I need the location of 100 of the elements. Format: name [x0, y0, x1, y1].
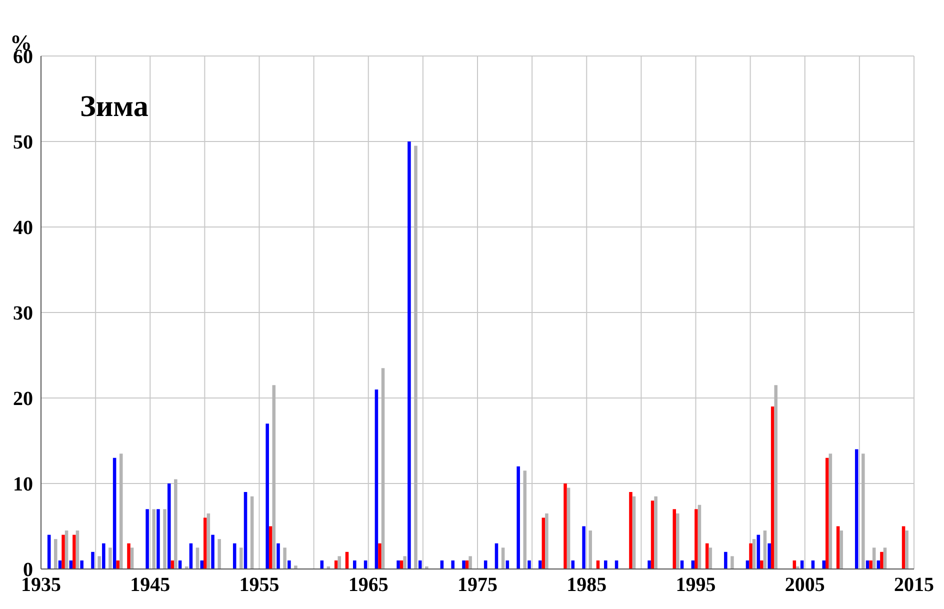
bar: [64, 530, 68, 569]
bar: [763, 530, 767, 569]
bar: [116, 560, 120, 569]
bar: [62, 534, 65, 569]
bar: [822, 560, 826, 569]
bar: [451, 560, 454, 569]
bar: [268, 526, 272, 569]
x-tick-label: 1975: [458, 574, 498, 596]
bar: [604, 560, 608, 569]
bar: [76, 530, 80, 569]
bar: [250, 496, 254, 569]
x-tick-label: 2005: [784, 574, 825, 596]
bar: [705, 543, 709, 569]
bar: [545, 513, 548, 569]
bar: [770, 406, 774, 569]
bar: [730, 556, 734, 569]
bar: [516, 466, 520, 569]
bar: [174, 479, 178, 569]
bar: [152, 509, 156, 569]
y-tick-label: 40: [13, 217, 33, 240]
bar: [396, 560, 400, 569]
bar: [276, 543, 280, 569]
bar: [294, 566, 298, 569]
bar: [854, 449, 858, 569]
bar: [163, 509, 166, 569]
bar: [378, 543, 382, 569]
bar: [353, 560, 356, 569]
bar: [902, 526, 906, 569]
bar: [724, 552, 728, 569]
bar: [462, 560, 466, 569]
bar: [108, 548, 112, 569]
bar: [883, 548, 887, 569]
bar: [872, 548, 876, 569]
bar: [756, 534, 760, 569]
bar: [374, 389, 378, 569]
bar: [632, 496, 636, 569]
bar: [127, 543, 130, 569]
bar: [91, 552, 94, 569]
text: Зима: [80, 90, 148, 124]
bar: [869, 560, 872, 569]
bar: [566, 488, 570, 569]
x-tick-label: 1995: [676, 574, 716, 596]
bar: [381, 368, 385, 569]
bar: [119, 454, 123, 569]
bar: [80, 560, 84, 569]
bar: [102, 543, 106, 569]
bar: [338, 556, 342, 569]
y-tick-label: 20: [13, 388, 33, 410]
x-tick-label: 1985: [566, 574, 607, 596]
bar: [130, 548, 134, 569]
bar: [414, 146, 418, 569]
bar: [749, 543, 752, 569]
bar: [708, 548, 712, 569]
bar: [468, 556, 472, 569]
bar: [564, 484, 567, 569]
bar: [408, 142, 411, 569]
bar: [501, 548, 505, 569]
bar: [880, 552, 884, 569]
bar: [582, 526, 586, 569]
bar: [672, 509, 676, 569]
bar: [828, 454, 832, 569]
bar: [840, 530, 843, 569]
bar: [694, 509, 698, 569]
bar: [167, 484, 171, 569]
bar: [588, 530, 592, 569]
bar: [418, 560, 422, 569]
bar: [774, 385, 778, 569]
bar: [836, 526, 840, 569]
bar: [654, 496, 658, 569]
bar: [768, 543, 771, 569]
bar: [283, 548, 286, 569]
bar: [648, 560, 651, 569]
bar: [826, 458, 829, 569]
bar: [523, 470, 527, 569]
bar: [538, 560, 542, 569]
bar: [72, 534, 76, 569]
bar: [204, 518, 207, 569]
bar: [146, 509, 149, 569]
x-tick-label: 1965: [348, 574, 388, 596]
bar: [244, 492, 248, 569]
bar: [752, 539, 756, 569]
y-tick-label: 10: [13, 474, 33, 496]
bar: [218, 539, 221, 569]
bar: [240, 548, 243, 569]
bar: [760, 560, 764, 569]
bar: [528, 560, 531, 569]
bar: [288, 560, 291, 569]
x-tick-label: 1945: [130, 574, 170, 596]
bar: [206, 513, 210, 569]
bar: [54, 539, 58, 569]
bar: [112, 458, 116, 569]
bar: [905, 530, 908, 569]
bar: [272, 385, 276, 569]
bar: [156, 509, 160, 569]
bar: [862, 454, 865, 569]
bar: [650, 500, 654, 569]
x-tick-label: 2015: [894, 574, 934, 596]
bar: [698, 504, 702, 569]
bar: [676, 513, 680, 569]
bar: [211, 534, 214, 569]
